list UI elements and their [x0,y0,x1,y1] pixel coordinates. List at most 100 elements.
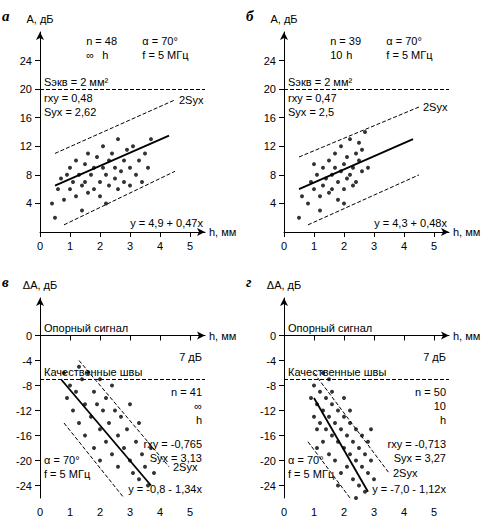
svg-text:0: 0 [37,506,43,518]
svg-text:rxy = 0,48: rxy = 0,48 [44,92,93,104]
svg-text:0: 0 [26,330,32,342]
svg-text:0: 0 [270,330,276,342]
svg-text:A, дБ: A, дБ [270,13,297,25]
svg-text:h: h [346,49,352,61]
svg-text:16: 16 [264,112,276,124]
svg-text:α = 70°: α = 70° [386,35,422,47]
svg-text:Sэкв = 2 мм²: Sэкв = 2 мм² [288,76,352,88]
svg-text:20: 20 [20,83,32,95]
svg-text:16: 16 [20,112,32,124]
svg-text:5: 5 [431,240,437,252]
svg-text:7 дБ: 7 дБ [423,351,446,363]
svg-text:ΔA, дБ: ΔA, дБ [23,279,57,291]
svg-text:n = 48: n = 48 [86,35,117,47]
svg-text:rxy = -0,713: rxy = -0,713 [388,438,446,450]
svg-text:б: б [246,8,254,24]
svg-text:h: h [440,414,446,426]
svg-text:f = 5 МГц: f = 5 МГц [44,468,91,480]
svg-text:12: 12 [264,140,276,152]
svg-text:2Syx: 2Syx [179,94,204,106]
svg-text:-20: -20 [260,455,276,467]
svg-text:n = 50: n = 50 [415,386,446,398]
svg-text:∞: ∞ [194,400,202,412]
svg-text:α = 70°: α = 70° [142,35,178,47]
svg-text:5: 5 [187,240,193,252]
svg-text:8: 8 [270,169,276,181]
svg-text:2: 2 [97,506,103,518]
svg-text:f = 5 МГц: f = 5 МГц [142,49,189,61]
svg-text:Sэкв = 2 мм²: Sэкв = 2 мм² [44,76,108,88]
svg-text:0: 0 [281,506,287,518]
svg-text:n = 39: n = 39 [330,35,361,47]
svg-text:1: 1 [67,240,73,252]
svg-text:-24: -24 [16,480,32,492]
svg-text:Syx = 3,13: Syx = 3,13 [150,452,202,464]
svg-text:7 дБ: 7 дБ [179,351,202,363]
svg-text:1: 1 [311,240,317,252]
svg-text:3: 3 [127,506,133,518]
svg-text:-16: -16 [260,430,276,442]
svg-text:h, мм: h, мм [453,226,480,238]
svg-text:rxy = -0,765: rxy = -0,765 [144,438,202,450]
svg-text:y = 4,3 + 0,48x: y = 4,3 + 0,48x [374,217,447,229]
svg-text:12: 12 [20,140,32,152]
svg-text:Syx = 3,27: Syx = 3,27 [394,452,446,464]
svg-text:h, мм: h, мм [209,330,236,342]
svg-text:y = 4,9 + 0,47x: y = 4,9 + 0,47x [130,217,203,229]
svg-text:2Syx: 2Syx [393,467,418,479]
svg-text:ΔA, дБ: ΔA, дБ [267,279,301,291]
svg-text:4: 4 [270,197,276,209]
svg-text:24: 24 [20,55,32,67]
svg-text:4: 4 [157,240,163,252]
svg-text:8: 8 [26,169,32,181]
svg-text:Опорный сигнал: Опорный сигнал [288,322,372,334]
svg-text:-8: -8 [22,380,32,392]
svg-text:а: а [2,8,10,24]
svg-text:4: 4 [401,240,407,252]
svg-text:-24: -24 [260,480,276,492]
svg-text:-20: -20 [16,455,32,467]
svg-text:α = 70°: α = 70° [288,454,324,466]
svg-text:0: 0 [281,240,287,252]
svg-text:20: 20 [264,83,276,95]
svg-text:h, мм: h, мм [209,226,236,238]
svg-text:h: h [102,49,108,61]
svg-text:∞: ∞ [86,49,94,61]
svg-text:5: 5 [187,506,193,518]
svg-text:2: 2 [341,240,347,252]
svg-text:10: 10 [434,400,446,412]
svg-text:1: 1 [67,506,73,518]
svg-text:n = 41: n = 41 [171,386,202,398]
svg-text:1: 1 [311,506,317,518]
svg-text:-12: -12 [260,405,276,417]
svg-text:Опорный сигнал: Опорный сигнал [44,322,128,334]
svg-text:24: 24 [264,55,276,67]
svg-text:в: в [2,274,9,290]
svg-text:2Syx: 2Syx [423,101,448,113]
svg-text:3: 3 [127,240,133,252]
svg-text:2: 2 [97,240,103,252]
svg-text:h: h [196,414,202,426]
svg-text:-16: -16 [16,430,32,442]
svg-text:-8: -8 [266,380,276,392]
svg-text:f = 5 МГц: f = 5 МГц [288,468,335,480]
svg-text:5: 5 [431,506,437,518]
svg-text:h, мм: h, мм [453,330,480,342]
svg-text:3: 3 [371,506,377,518]
svg-text:-4: -4 [22,355,32,367]
svg-text:Syx = 2,5: Syx = 2,5 [288,106,334,118]
svg-text:-4: -4 [266,355,276,367]
svg-text:10: 10 [330,49,342,61]
svg-text:4: 4 [401,506,407,518]
svg-text:г: г [246,274,252,290]
svg-text:Syx = 2,62: Syx = 2,62 [44,106,96,118]
svg-text:Качественные швы: Качественные швы [44,366,142,378]
svg-text:A, дБ: A, дБ [26,13,53,25]
svg-text:0: 0 [37,240,43,252]
svg-text:Качественные швы: Качественные швы [288,366,386,378]
svg-text:f = 5 МГц: f = 5 МГц [386,49,433,61]
svg-text:y = -0,8 - 1,34x: y = -0,8 - 1,34x [128,483,202,495]
svg-text:4: 4 [26,197,32,209]
svg-text:y = -7,0 - 1,12x: y = -7,0 - 1,12x [372,483,446,495]
svg-text:rxy = 0,47: rxy = 0,47 [288,92,337,104]
